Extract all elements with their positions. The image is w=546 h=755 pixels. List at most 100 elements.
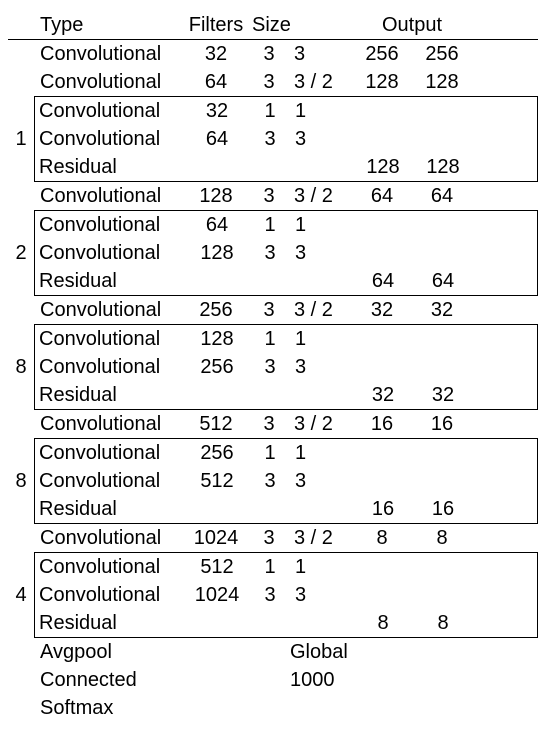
size1-cell: 3	[248, 185, 290, 208]
type-cell: Residual	[35, 156, 185, 179]
out2-cell: 16	[413, 498, 473, 521]
table-row: Connected1000	[8, 666, 538, 694]
out1-cell: 32	[353, 384, 413, 407]
table-row: Residual 3232	[35, 381, 537, 409]
type-cell: Convolutional	[35, 128, 185, 151]
type-cell: Convolutional	[35, 584, 185, 607]
type-cell: Residual	[35, 384, 185, 407]
type-cell: Convolutional	[34, 185, 184, 208]
table-row: Convolutional6433 / 2128128	[8, 68, 538, 96]
filters-cell: 64	[185, 214, 249, 237]
header-size: Size	[248, 14, 352, 37]
out2-cell: 128	[413, 156, 473, 179]
out2-cell: 32	[412, 299, 472, 322]
table-row: Convolutional25633	[35, 353, 537, 381]
out2-cell: 64	[413, 270, 473, 293]
block-rows: Convolutional12811Convolutional25633Resi…	[34, 324, 538, 410]
size2-cell: 3 / 2	[290, 299, 352, 322]
table-row: Residual1616	[35, 495, 537, 523]
type-cell: Convolutional	[34, 413, 184, 436]
table-row: Convolutional25633 / 23232	[8, 296, 538, 324]
out2-cell: 16	[412, 413, 472, 436]
size2-cell: 1	[291, 328, 353, 351]
type-cell: Convolutional	[35, 328, 185, 351]
size2-cell: 3	[291, 128, 353, 151]
size1-cell: 3	[249, 470, 291, 493]
table-row: Convolutional51211	[35, 553, 537, 581]
size1-cell: 3	[248, 299, 290, 322]
out1-cell: 128	[353, 156, 413, 179]
size2-cell: 3	[291, 242, 353, 265]
out2-cell: 32	[413, 384, 473, 407]
block-rows: Convolutional3211Convolutional6433Residu…	[34, 96, 538, 182]
filters-cell: 512	[185, 470, 249, 493]
size2-cell: 3	[291, 584, 353, 607]
size2-cell: 1	[291, 100, 353, 123]
size1-cell: 3	[249, 242, 291, 265]
filters-cell: 128	[184, 185, 248, 208]
residual-block: 1Convolutional3211Convolutional6433Resid…	[8, 96, 538, 182]
residual-block: 8Convolutional25611Convolutional51233Res…	[8, 438, 538, 524]
table-row: Convolutional51233	[35, 467, 537, 495]
table-row: Convolutional6433	[35, 125, 537, 153]
filters-cell: 1024	[185, 584, 249, 607]
size1-cell: 3	[249, 584, 291, 607]
size1-cell: 1	[249, 100, 291, 123]
size1-cell: 1	[249, 442, 291, 465]
size1-cell: 3	[249, 356, 291, 379]
table-row: Convolutional102433 / 288	[8, 524, 538, 552]
filters-cell: 256	[184, 299, 248, 322]
size2-cell: 1	[291, 442, 353, 465]
table-row: Convolutional12833 / 26464	[8, 182, 538, 210]
table-row: Residual88	[35, 609, 537, 637]
table-row: Convolutional12811	[35, 325, 537, 353]
filters-cell: 32	[184, 43, 248, 66]
architecture-table: Type Filters Size Output Convolutional32…	[8, 12, 538, 722]
type-cell: Convolutional	[34, 299, 184, 322]
size2-cell: 3 / 2	[290, 71, 352, 94]
size1-cell: 3	[248, 43, 290, 66]
size2-cell: 1	[291, 214, 353, 237]
table-body: Convolutional3233256256Convolutional6433…	[8, 40, 538, 722]
size1-cell: 3	[249, 128, 291, 151]
table-row: Softmax	[8, 694, 538, 722]
type-cell: Convolutional	[35, 556, 185, 579]
out1-cell: 256	[352, 43, 412, 66]
residual-block: 4Convolutional51211Convolutional102433Re…	[8, 552, 538, 638]
type-cell: Residual	[35, 270, 185, 293]
type-cell: Softmax	[34, 697, 184, 720]
type-cell: Convolutional	[34, 71, 184, 94]
size1-cell: 3	[248, 71, 290, 94]
table-row: Convolutional102433	[35, 581, 537, 609]
table-row: Convolutional51233 / 21616	[8, 410, 538, 438]
out1-cell: 16	[353, 498, 413, 521]
table-row: Convolutional3233256256	[8, 40, 538, 68]
header-type: Type	[34, 14, 184, 37]
type-cell: Residual	[35, 612, 185, 635]
table-row: Residual 128128	[35, 153, 537, 181]
size2-cell: 3 / 2	[290, 185, 352, 208]
out1-cell: 16	[352, 413, 412, 436]
size2-cell: 3	[291, 470, 353, 493]
residual-block: 2Convolutional6411Convolutional12833Resi…	[8, 210, 538, 296]
out2-cell: 128	[412, 71, 472, 94]
type-cell: Convolutional	[34, 527, 184, 550]
header-output: Output	[352, 14, 472, 37]
block-rows: Convolutional6411Convolutional12833Resid…	[34, 210, 538, 296]
header-filters: Filters	[184, 14, 248, 37]
table-row: Convolutional6411	[35, 211, 537, 239]
type-cell: Avgpool	[34, 641, 184, 664]
type-cell: Connected	[34, 669, 184, 692]
header-repeat	[8, 14, 34, 37]
table-row: Avgpool Global	[8, 638, 538, 666]
block-repeat-label: 8	[8, 438, 34, 524]
out2-cell: 8	[412, 527, 472, 550]
out2-cell: 8	[413, 612, 473, 635]
block-repeat-label: 1	[8, 96, 34, 182]
size-span-cell: Global	[290, 641, 472, 664]
block-rows: Convolutional51211Convolutional102433Res…	[34, 552, 538, 638]
size1-cell: 1	[249, 556, 291, 579]
filters-cell: 512	[184, 413, 248, 436]
block-repeat-label: 4	[8, 552, 34, 638]
filters-cell: 64	[184, 71, 248, 94]
